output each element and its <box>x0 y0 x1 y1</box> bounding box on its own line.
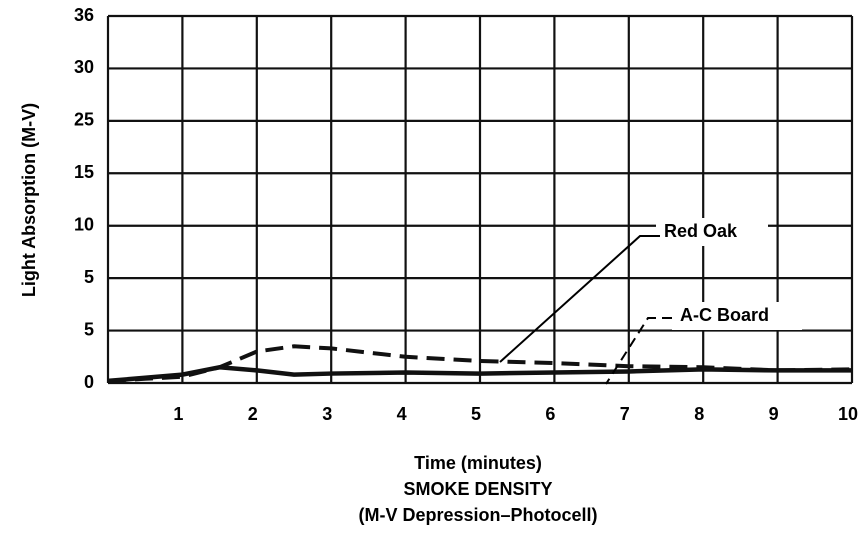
y-tick-label: 0 <box>84 372 94 392</box>
x-tick-label: 2 <box>248 404 258 424</box>
y-axis-label: Light Absorption (M-V) <box>19 103 39 297</box>
x-tick-label: 7 <box>620 404 630 424</box>
caption: (M-V Depression–Photocell) <box>358 505 597 525</box>
series-line <box>107 365 852 384</box>
x-tick-label: 4 <box>397 404 407 424</box>
annotation: Red Oak <box>664 221 738 241</box>
x-tick-label: 10 <box>838 404 858 424</box>
y-tick-label: 10 <box>74 214 94 234</box>
y-tick-label: 5 <box>84 267 94 287</box>
caption: SMOKE DENSITY <box>403 479 552 499</box>
y-tick-label: 15 <box>74 162 94 182</box>
x-tick-label: 1 <box>173 404 183 424</box>
x-tick-label: 6 <box>545 404 555 424</box>
label-bg <box>672 302 802 330</box>
x-tick-label: 8 <box>694 404 704 424</box>
x-tick-label: 9 <box>769 404 779 424</box>
y-tick-label: 36 <box>74 5 94 25</box>
y-tick-label: 30 <box>74 57 94 77</box>
y-tick-label: 25 <box>74 110 94 130</box>
annotation-arrow <box>605 317 672 385</box>
annotation: A-C Board <box>680 305 769 325</box>
x-axis-label: Time (minutes) <box>414 453 542 473</box>
y-tick-label: 5 <box>84 319 94 339</box>
x-tick-label: 3 <box>322 404 332 424</box>
label-bg <box>656 218 768 246</box>
annotations: Red Oak A-C Board <box>499 218 802 385</box>
x-tick-label: 5 <box>471 404 481 424</box>
annotation-arrow <box>499 235 660 363</box>
